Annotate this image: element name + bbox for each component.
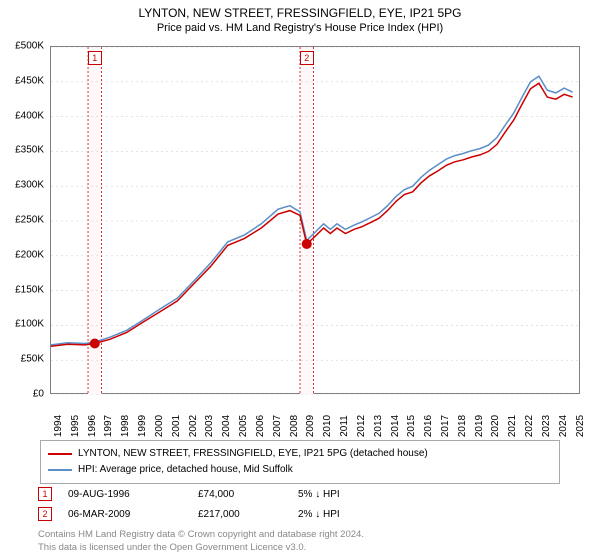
x-tick-label: 2019 xyxy=(474,415,485,437)
license-text: Contains HM Land Registry data © Crown c… xyxy=(38,524,578,554)
transaction-marker: 2 xyxy=(38,507,52,521)
transaction-row: 1 09-AUG-1996 £74,000 5% ↓ HPI xyxy=(38,484,578,504)
x-tick-label: 2003 xyxy=(204,415,215,437)
y-tick-label: £450K xyxy=(15,75,44,86)
x-tick-label: 2011 xyxy=(339,415,350,437)
x-tick-label: 2021 xyxy=(507,415,518,437)
y-tick-label: £100K xyxy=(15,319,44,330)
y-tick-label: £500K xyxy=(15,41,44,52)
transaction-date: 09-AUG-1996 xyxy=(68,489,198,500)
x-tick-label: 1997 xyxy=(103,415,114,437)
x-tick-label: 2023 xyxy=(541,415,552,437)
x-tick-label: 2016 xyxy=(423,415,434,437)
legend-item: HPI: Average price, detached house, Mid … xyxy=(48,462,552,478)
y-tick-label: £400K xyxy=(15,110,44,121)
legend-label: HPI: Average price, detached house, Mid … xyxy=(78,462,293,478)
x-tick-label: 2001 xyxy=(171,415,182,437)
x-tick-label: 2025 xyxy=(575,415,586,437)
legend-swatch xyxy=(48,453,72,455)
legend-item: LYNTON, NEW STREET, FRESSINGFIELD, EYE, … xyxy=(48,446,552,462)
annotation-marker: 2 xyxy=(300,51,314,65)
transaction-delta: 2% ↓ HPI xyxy=(298,509,418,520)
x-tick-label: 2010 xyxy=(322,415,333,437)
y-tick-label: £350K xyxy=(15,145,44,156)
footer-section: 1 09-AUG-1996 £74,000 5% ↓ HPI 2 06-MAR-… xyxy=(38,484,578,554)
y-axis: £0£50K£100K£150K£200K£250K£300K£350K£400… xyxy=(0,46,48,394)
x-tick-label: 1999 xyxy=(137,415,148,437)
y-tick-label: £150K xyxy=(15,284,44,295)
x-tick-label: 2007 xyxy=(272,415,283,437)
x-tick-label: 2005 xyxy=(238,415,249,437)
license-line: This data is licensed under the Open Gov… xyxy=(38,542,306,553)
legend-label: LYNTON, NEW STREET, FRESSINGFIELD, EYE, … xyxy=(78,446,428,462)
y-tick-label: £50K xyxy=(21,354,44,365)
transaction-row: 2 06-MAR-2009 £217,000 2% ↓ HPI xyxy=(38,504,578,524)
y-tick-label: £250K xyxy=(15,215,44,226)
legend-swatch xyxy=(48,469,72,471)
x-tick-label: 2015 xyxy=(406,415,417,437)
plot-area: 12 xyxy=(50,46,580,394)
x-axis: 1994 1995 1996 1997 1998 1999 2000 2001 2002 2003… xyxy=(50,396,580,436)
x-tick-label: 2004 xyxy=(221,415,232,437)
x-tick-label: 1994 xyxy=(53,415,64,437)
transaction-marker: 1 xyxy=(38,487,52,501)
x-tick-label: 1996 xyxy=(87,415,98,437)
annotation-marker: 1 xyxy=(88,51,102,65)
x-tick-label: 2009 xyxy=(305,415,316,437)
chart-title: LYNTON, NEW STREET, FRESSINGFIELD, EYE, … xyxy=(0,0,600,20)
x-tick-label: 2008 xyxy=(289,415,300,437)
y-tick-label: £200K xyxy=(15,249,44,260)
y-tick-label: £300K xyxy=(15,180,44,191)
x-tick-label: 2014 xyxy=(390,415,401,437)
x-tick-label: 2017 xyxy=(440,415,451,437)
chart-subtitle: Price paid vs. HM Land Registry's House … xyxy=(0,20,600,38)
x-tick-label: 2002 xyxy=(188,415,199,437)
x-tick-label: 1998 xyxy=(120,415,131,437)
x-tick-label: 2013 xyxy=(373,415,384,437)
transaction-date: 06-MAR-2009 xyxy=(68,509,198,520)
x-tick-label: 2012 xyxy=(356,415,367,437)
x-tick-label: 2020 xyxy=(490,415,501,437)
y-tick-label: £0 xyxy=(33,389,44,400)
x-tick-label: 2000 xyxy=(154,415,165,437)
transaction-price: £217,000 xyxy=(198,509,298,520)
license-line: Contains HM Land Registry data © Crown c… xyxy=(38,529,364,540)
chart-container: LYNTON, NEW STREET, FRESSINGFIELD, EYE, … xyxy=(0,0,600,560)
x-tick-label: 2024 xyxy=(558,415,569,437)
chart-svg xyxy=(51,47,581,395)
legend: LYNTON, NEW STREET, FRESSINGFIELD, EYE, … xyxy=(40,440,560,484)
transaction-delta: 5% ↓ HPI xyxy=(298,489,418,500)
x-tick-label: 2022 xyxy=(524,415,535,437)
transaction-price: £74,000 xyxy=(198,489,298,500)
x-tick-label: 2006 xyxy=(255,415,266,437)
x-tick-label: 2018 xyxy=(457,415,468,437)
x-tick-label: 1995 xyxy=(70,415,81,437)
